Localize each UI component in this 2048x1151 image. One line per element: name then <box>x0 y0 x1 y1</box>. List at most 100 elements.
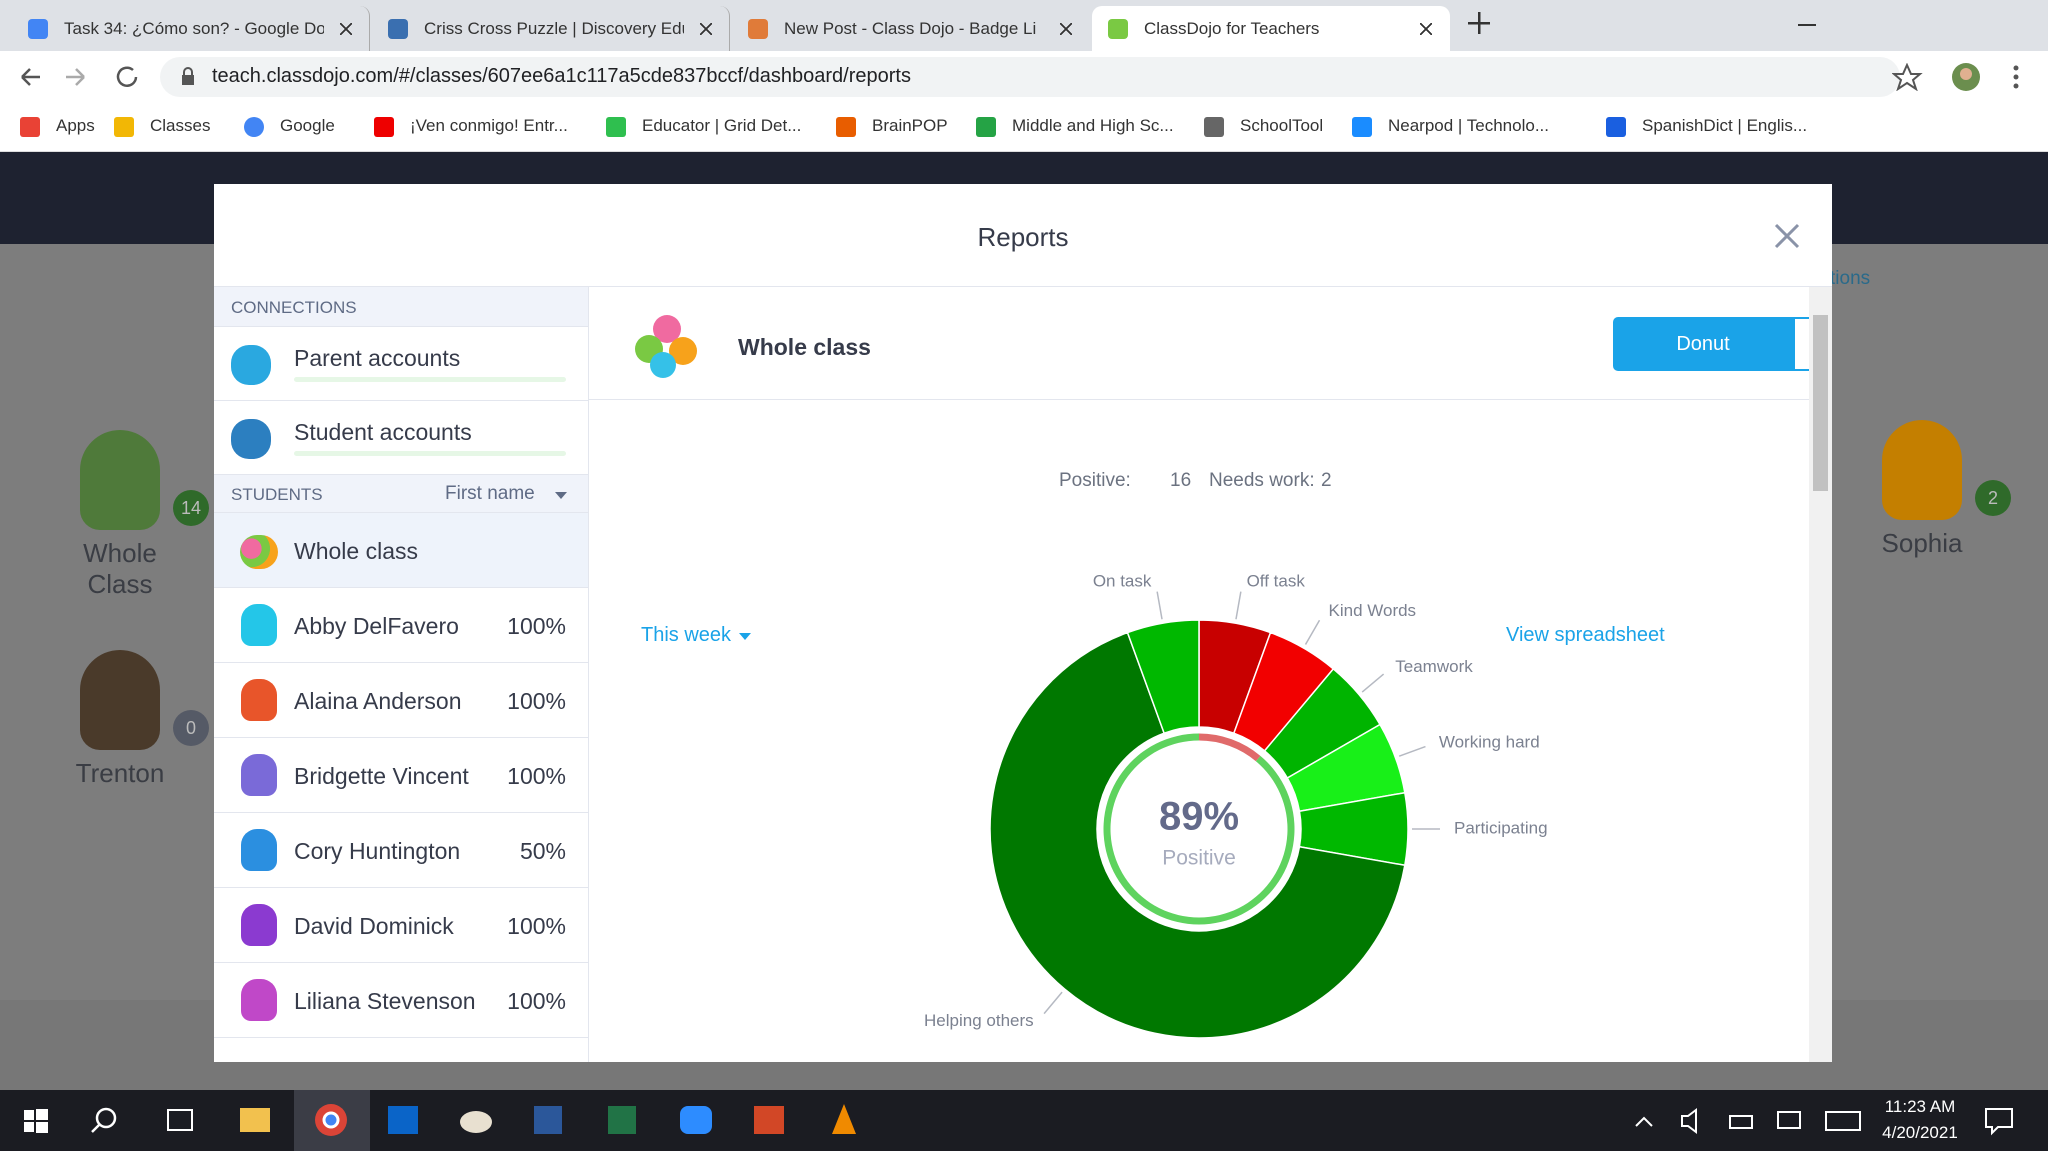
progress-track <box>294 377 566 382</box>
student-row[interactable]: Alaina Anderson 100% <box>214 663 588 738</box>
tab-close[interactable] <box>700 23 712 35</box>
connection-label: Parent accounts <box>294 345 461 371</box>
student-name: Alaina Anderson <box>294 688 462 714</box>
browser-tab[interactable]: Task 34: ¿Cómo son? - Google Do <box>12 6 370 51</box>
browser-tab[interactable]: Criss Cross Puzzle | Discovery Edu <box>372 6 730 51</box>
segment-label: Off task <box>1247 571 1306 590</box>
link[interactable]: View spreadsheet <box>1506 624 1665 646</box>
student-avatar <box>241 904 277 946</box>
section-header <box>214 475 588 513</box>
bookmark-icon <box>20 117 40 137</box>
section-header-label: CONNECTIONS <box>231 298 357 317</box>
segment-label: Kind Words <box>1329 601 1417 620</box>
bookmark[interactable]: ¡Ven conmigo! Entr... <box>410 116 568 135</box>
omnibox[interactable] <box>160 57 1900 97</box>
tab-favicon <box>388 19 408 39</box>
bookmark[interactable]: Middle and High Sc... <box>1012 116 1174 135</box>
student-avatar <box>80 430 160 530</box>
summary-label: Positive: <box>1059 470 1131 491</box>
bookmarks-bar: Apps Classes Google ¡Ven conmigo! Entr... Ed… <box>0 102 2048 152</box>
url[interactable]: teach.classdojo.com/#/classes/607ee6a1c1… <box>212 65 911 87</box>
lock-icon <box>182 67 194 85</box>
student-avatar <box>80 650 160 750</box>
scroll-thumb[interactable] <box>1813 315 1828 491</box>
tray-icons[interactable] <box>1630 1104 1890 1138</box>
segment-label: Working hard <box>1439 733 1540 752</box>
summary-value: 16 <box>1170 470 1191 491</box>
report-panel: Whole class DonutAttendance This weekVie… <box>589 287 1832 1062</box>
student-percent: 100% <box>507 913 566 939</box>
scrollbar[interactable] <box>1809 287 1832 1062</box>
bookmark-icon <box>606 117 626 137</box>
browser-tab[interactable]: ClassDojo for Teachers <box>1092 6 1450 51</box>
modal-header: Reports <box>214 184 1832 287</box>
connection-icon <box>231 419 271 459</box>
bookmark[interactable]: Educator | Grid Det... <box>642 116 802 135</box>
toggle-button[interactable]: Donut <box>1613 317 1793 371</box>
notifications[interactable] <box>1984 1106 2014 1136</box>
menu-fragment: tions <box>1830 268 1871 289</box>
panel-title: Whole class <box>738 334 871 360</box>
bookmark[interactable]: Nearpod | Technolo... <box>1388 116 1549 135</box>
bookmark-icon <box>244 117 264 137</box>
student-name: Abby DelFavero <box>294 613 459 639</box>
leader-line <box>1304 619 1321 645</box>
leader-line <box>1156 591 1163 620</box>
tab-favicon <box>1108 19 1128 39</box>
leader-line <box>1398 745 1426 757</box>
section-header-label: STUDENTS <box>231 485 323 504</box>
student-row[interactable]: Abby DelFavero 100% <box>214 588 588 663</box>
bookmark[interactable]: SpanishDict | Englis... <box>1642 116 1808 135</box>
sort-dropdown[interactable]: First name <box>445 483 535 504</box>
connection-row[interactable]: Student accounts <box>214 401 588 475</box>
class-avatar <box>635 315 697 378</box>
center-percent: 89% <box>1159 795 1239 839</box>
close-button[interactable] <box>1774 223 1800 249</box>
bookmark[interactable]: Apps <box>56 116 95 135</box>
connection-row[interactable]: Parent accounts <box>214 327 588 401</box>
toolbar-icons[interactable] <box>1892 63 2042 91</box>
student-row[interactable]: David Dominick 100% <box>214 888 588 963</box>
clock-time: 11:23 AM <box>1884 1097 1956 1116</box>
period-dropdown[interactable]: This week <box>641 624 732 646</box>
bookmark-icon <box>1204 117 1224 137</box>
bookmark-icon <box>1352 117 1372 137</box>
progress-track <box>294 451 566 456</box>
section-header <box>214 287 588 327</box>
bookmark[interactable]: SchoolTool <box>1240 116 1324 135</box>
bookmark[interactable]: Classes <box>150 116 211 135</box>
connection-label: Student accounts <box>294 419 472 445</box>
tab-close[interactable] <box>340 23 352 35</box>
tab-favicon <box>748 19 768 39</box>
student-row[interactable]: Cory Huntington 50% <box>214 813 588 888</box>
tab-title: Task 34: ¿Cómo son? - Google Do <box>64 19 324 38</box>
student-row[interactable]: Liliana Stevenson 100% <box>214 963 588 1038</box>
tab-bar: Task 34: ¿Cómo son? - Google Do Criss Cro… <box>0 0 2048 51</box>
bookmark[interactable]: Google <box>280 116 335 135</box>
leader-line <box>1043 991 1063 1015</box>
taskbar: 11:23 AM 4/20/2021 <box>0 1090 2048 1151</box>
tab-close[interactable] <box>1420 23 1432 35</box>
clock-date: 4/20/2021 <box>1882 1123 1958 1142</box>
nav-buttons[interactable] <box>18 63 138 91</box>
taskbar-icons[interactable] <box>0 1090 880 1151</box>
sidebar: CONNECTIONS Parent accounts Student accoun… <box>214 287 589 1062</box>
summary-value: 2 <box>1321 470 1332 491</box>
leader-line <box>1361 673 1385 693</box>
tab-close[interactable] <box>1060 23 1072 35</box>
student-row[interactable]: Bridgette Vincent 100% <box>214 738 588 813</box>
new-tab[interactable] <box>1468 12 1490 34</box>
bookmark[interactable]: BrainPOP <box>872 116 948 135</box>
window-controls[interactable] <box>1798 14 2018 36</box>
donut-segment <box>1126 619 1200 735</box>
points-badge: 14 <box>173 490 209 526</box>
student-row-selected[interactable]: Whole class <box>214 513 588 588</box>
tab-title: New Post - Class Dojo - Badge Li <box>784 19 1037 38</box>
student-percent: 100% <box>507 688 566 714</box>
student-percent: 100% <box>507 613 566 639</box>
modal-title: Reports <box>977 222 1069 252</box>
student-name: Whole Class <box>83 538 157 599</box>
student-avatar <box>241 979 277 1021</box>
browser-tab[interactable]: New Post - Class Dojo - Badge Li <box>732 6 1090 51</box>
